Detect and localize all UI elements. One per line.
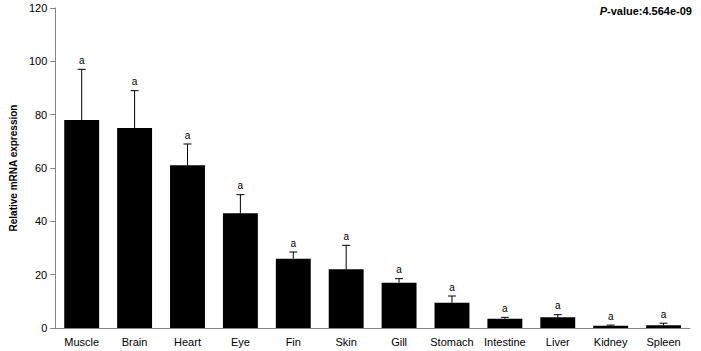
svg-text:a: a [608,311,614,322]
svg-text:a: a [132,76,138,87]
svg-text:80: 80 [35,109,47,121]
svg-text:a: a [291,238,297,249]
svg-text:a: a [343,231,349,242]
svg-text:Liver: Liver [546,336,570,348]
svg-text:120: 120 [29,2,47,14]
svg-text:-value:4.564e-09: -value:4.564e-09 [607,5,692,17]
svg-text:Skin: Skin [335,336,356,348]
svg-text:Muscle: Muscle [64,336,99,348]
svg-text:Relative mRNA expression: Relative mRNA expression [8,105,19,232]
svg-text:Gill: Gill [391,336,407,348]
svg-text:0: 0 [41,322,47,334]
svg-text:a: a [661,309,667,320]
svg-text:a: a [185,130,191,141]
svg-text:100: 100 [29,55,47,67]
svg-text:Intestine: Intestine [484,336,526,348]
svg-text:Eye: Eye [231,336,250,348]
svg-text:Kidney: Kidney [594,336,628,348]
svg-text:a: a [449,282,455,293]
svg-text:60: 60 [35,162,47,174]
svg-text:a: a [79,55,85,66]
svg-text:Spleen: Spleen [646,336,680,348]
svg-text:a: a [238,180,244,191]
svg-text:20: 20 [35,269,47,281]
svg-text:P: P [599,4,607,17]
svg-text:40: 40 [35,215,47,227]
svg-text:Heart: Heart [174,336,201,348]
svg-text:a: a [396,264,402,275]
svg-text:Stomach: Stomach [430,336,473,348]
svg-text:Fin: Fin [286,336,301,348]
svg-text:a: a [555,300,561,311]
svg-text:Brain: Brain [122,336,148,348]
svg-text:a: a [502,303,508,314]
